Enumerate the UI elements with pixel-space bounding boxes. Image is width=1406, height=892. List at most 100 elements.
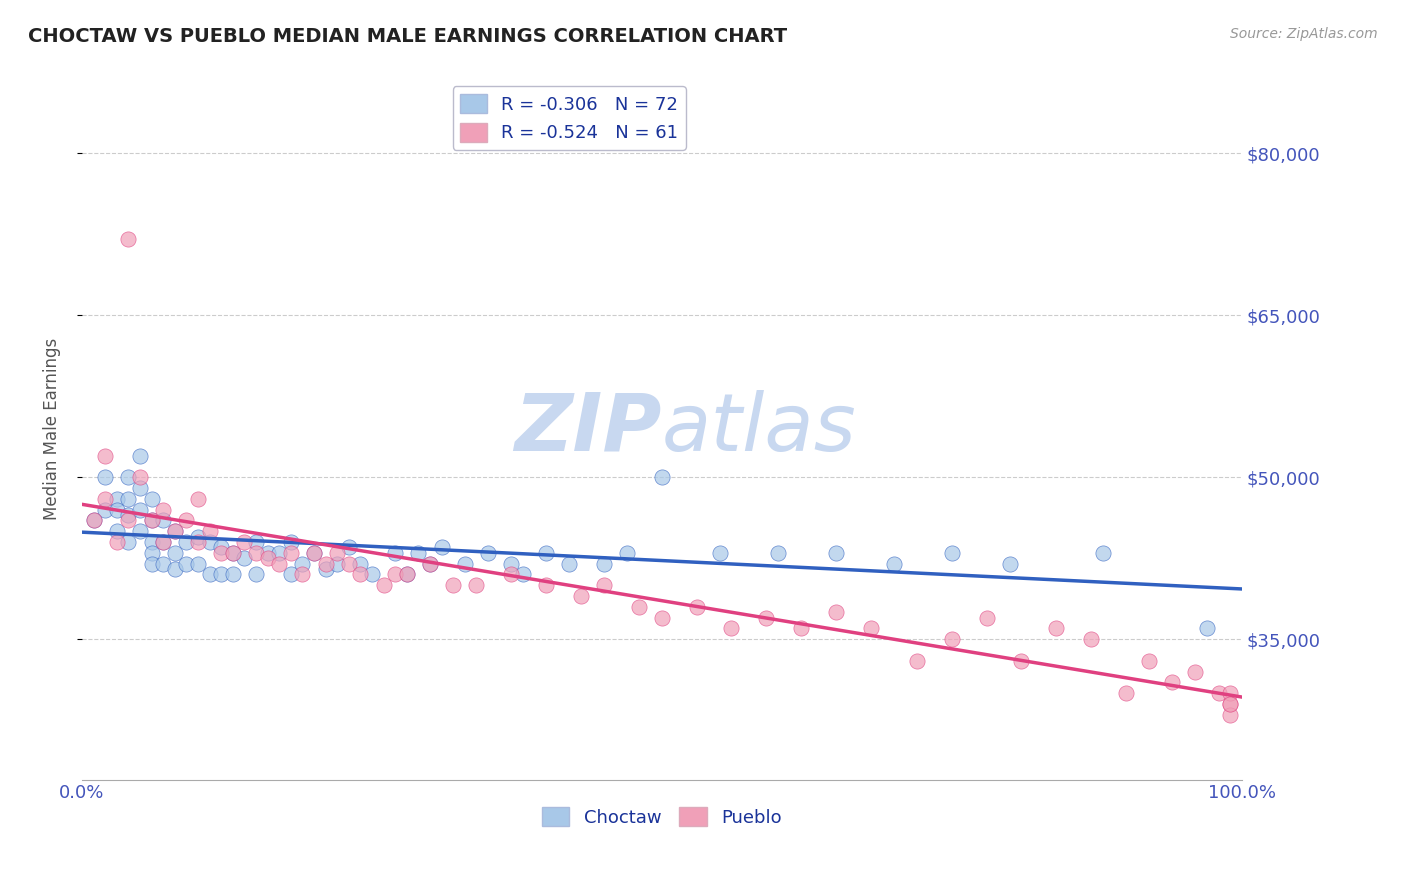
Point	[477, 546, 499, 560]
Point	[534, 578, 557, 592]
Point	[315, 557, 337, 571]
Point	[337, 557, 360, 571]
Point	[117, 535, 139, 549]
Point	[349, 557, 371, 571]
Point	[117, 232, 139, 246]
Point	[176, 557, 198, 571]
Point	[395, 567, 418, 582]
Point	[1219, 686, 1241, 700]
Point	[720, 621, 742, 635]
Point	[1080, 632, 1102, 647]
Point	[152, 513, 174, 527]
Point	[349, 567, 371, 582]
Point	[998, 557, 1021, 571]
Point	[129, 481, 152, 495]
Point	[209, 567, 232, 582]
Point	[141, 535, 163, 549]
Point	[233, 551, 256, 566]
Point	[117, 470, 139, 484]
Point	[1219, 697, 1241, 711]
Point	[419, 557, 441, 571]
Point	[105, 502, 128, 516]
Point	[651, 610, 673, 624]
Point	[755, 610, 778, 624]
Point	[373, 578, 395, 592]
Point	[419, 557, 441, 571]
Point	[163, 524, 186, 538]
Point	[976, 610, 998, 624]
Point	[627, 599, 650, 614]
Point	[361, 567, 384, 582]
Point	[465, 578, 488, 592]
Point	[94, 449, 117, 463]
Point	[859, 621, 882, 635]
Point	[152, 535, 174, 549]
Point	[94, 502, 117, 516]
Point	[222, 546, 245, 560]
Text: Source: ZipAtlas.com: Source: ZipAtlas.com	[1230, 27, 1378, 41]
Point	[825, 605, 848, 619]
Point	[209, 546, 232, 560]
Point	[790, 621, 813, 635]
Point	[105, 524, 128, 538]
Point	[163, 524, 186, 538]
Point	[326, 557, 349, 571]
Point	[1184, 665, 1206, 679]
Point	[593, 578, 616, 592]
Point	[233, 535, 256, 549]
Point	[883, 557, 905, 571]
Point	[569, 589, 592, 603]
Point	[501, 567, 523, 582]
Point	[1091, 546, 1114, 560]
Point	[222, 546, 245, 560]
Y-axis label: Median Male Earnings: Median Male Earnings	[44, 337, 60, 520]
Legend: Choctaw, Pueblo: Choctaw, Pueblo	[536, 799, 789, 834]
Point	[129, 470, 152, 484]
Point	[163, 562, 186, 576]
Point	[209, 541, 232, 555]
Point	[117, 508, 139, 522]
Point	[1161, 675, 1184, 690]
Point	[94, 470, 117, 484]
Point	[395, 567, 418, 582]
Point	[280, 535, 302, 549]
Point	[905, 654, 928, 668]
Point	[187, 530, 209, 544]
Point	[430, 541, 453, 555]
Point	[141, 546, 163, 560]
Point	[129, 449, 152, 463]
Point	[141, 557, 163, 571]
Point	[245, 546, 267, 560]
Point	[176, 535, 198, 549]
Point	[141, 491, 163, 506]
Point	[326, 546, 349, 560]
Point	[152, 502, 174, 516]
Point	[280, 546, 302, 560]
Point	[408, 546, 430, 560]
Point	[141, 513, 163, 527]
Point	[686, 599, 709, 614]
Point	[766, 546, 789, 560]
Point	[105, 535, 128, 549]
Text: ZIP: ZIP	[515, 390, 662, 467]
Point	[1115, 686, 1137, 700]
Point	[198, 535, 221, 549]
Point	[198, 567, 221, 582]
Point	[291, 557, 314, 571]
Point	[709, 546, 731, 560]
Point	[302, 546, 325, 560]
Point	[384, 567, 406, 582]
Point	[256, 546, 278, 560]
Point	[512, 567, 534, 582]
Text: CHOCTAW VS PUEBLO MEDIAN MALE EARNINGS CORRELATION CHART: CHOCTAW VS PUEBLO MEDIAN MALE EARNINGS C…	[28, 27, 787, 45]
Point	[1045, 621, 1067, 635]
Point	[315, 562, 337, 576]
Point	[1137, 654, 1160, 668]
Point	[105, 491, 128, 506]
Point	[187, 557, 209, 571]
Point	[129, 502, 152, 516]
Point	[302, 546, 325, 560]
Point	[280, 567, 302, 582]
Point	[141, 513, 163, 527]
Point	[245, 567, 267, 582]
